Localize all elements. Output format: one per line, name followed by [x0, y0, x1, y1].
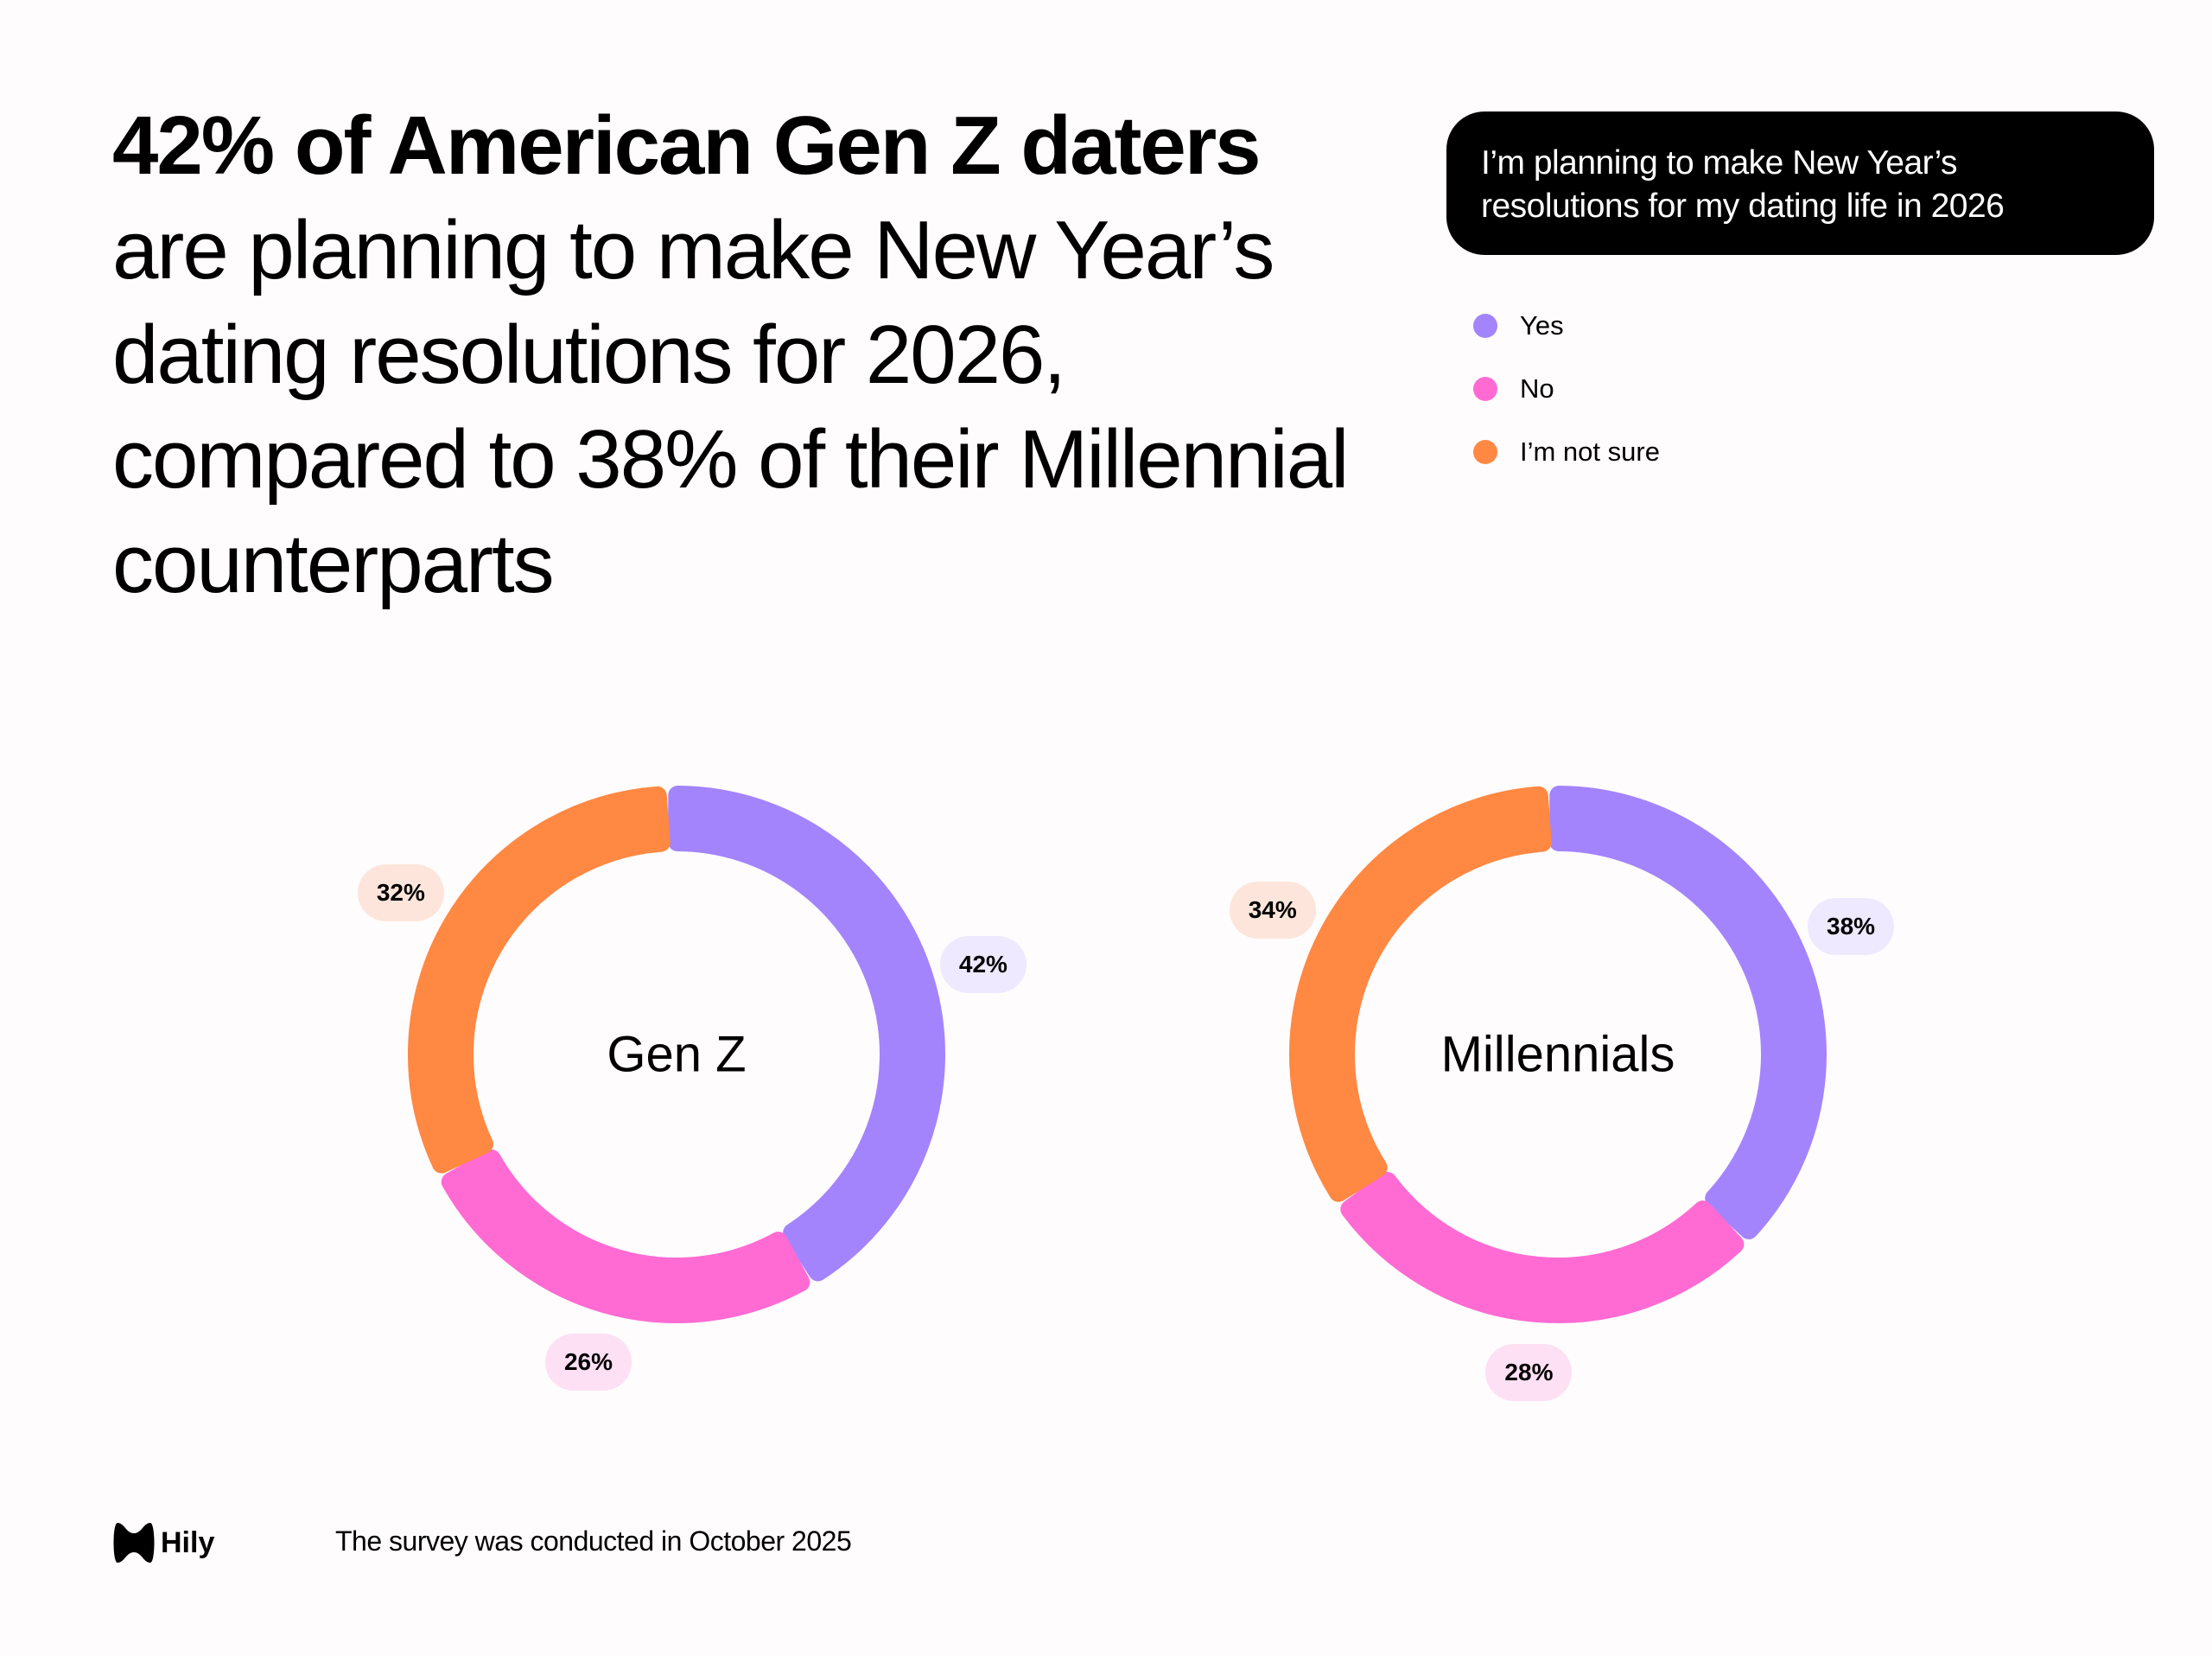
donut-center-label: Gen Z [607, 1026, 747, 1083]
data-label: 28% [1485, 1344, 1573, 1402]
headline-bold: 42% of American Gen Z daters [112, 99, 1262, 192]
legend-item-yes: Yes [1473, 294, 1660, 357]
headline-rest: are planning to make New Year’s dating r… [112, 204, 1349, 610]
legend-item-not-sure: I’m not sure [1473, 420, 1660, 483]
donut-segment-no [1340, 1171, 1745, 1323]
data-label: 26% [545, 1333, 632, 1391]
donut-segment-i-m-not-sure [408, 786, 671, 1174]
logo-text: Hily [161, 1525, 215, 1559]
legend-dot-icon [1473, 313, 1497, 338]
data-label: 38% [1808, 897, 1895, 955]
data-label: 32% [357, 863, 444, 921]
legend-item-no: No [1473, 357, 1660, 420]
legend-label: No [1520, 373, 1554, 404]
legend-dot-icon [1473, 376, 1497, 401]
data-label: 42% [939, 935, 1027, 993]
donut-segment-no [441, 1149, 810, 1323]
survey-note: The survey was conducted in October 2025 [335, 1525, 852, 1557]
hily-logo: Hily [112, 1521, 214, 1564]
legend: Yes No I’m not sure [1473, 294, 1660, 483]
donut-segment-yes [668, 786, 945, 1282]
donut-center-label: Millennials [1440, 1026, 1675, 1083]
donut-segment-yes [1549, 786, 1827, 1239]
hily-logo-icon [113, 1523, 155, 1563]
legend-dot-icon [1473, 439, 1497, 464]
headline: 42% of American Gen Z daters are plannin… [112, 93, 1408, 616]
legend-label: Yes [1520, 309, 1564, 341]
question-box: I’m planning to make New Year’s resoluti… [1446, 111, 2154, 255]
legend-label: I’m not sure [1520, 436, 1660, 467]
data-label: 34% [1229, 882, 1316, 939]
donut-segment-i-m-not-sure [1289, 786, 1552, 1202]
